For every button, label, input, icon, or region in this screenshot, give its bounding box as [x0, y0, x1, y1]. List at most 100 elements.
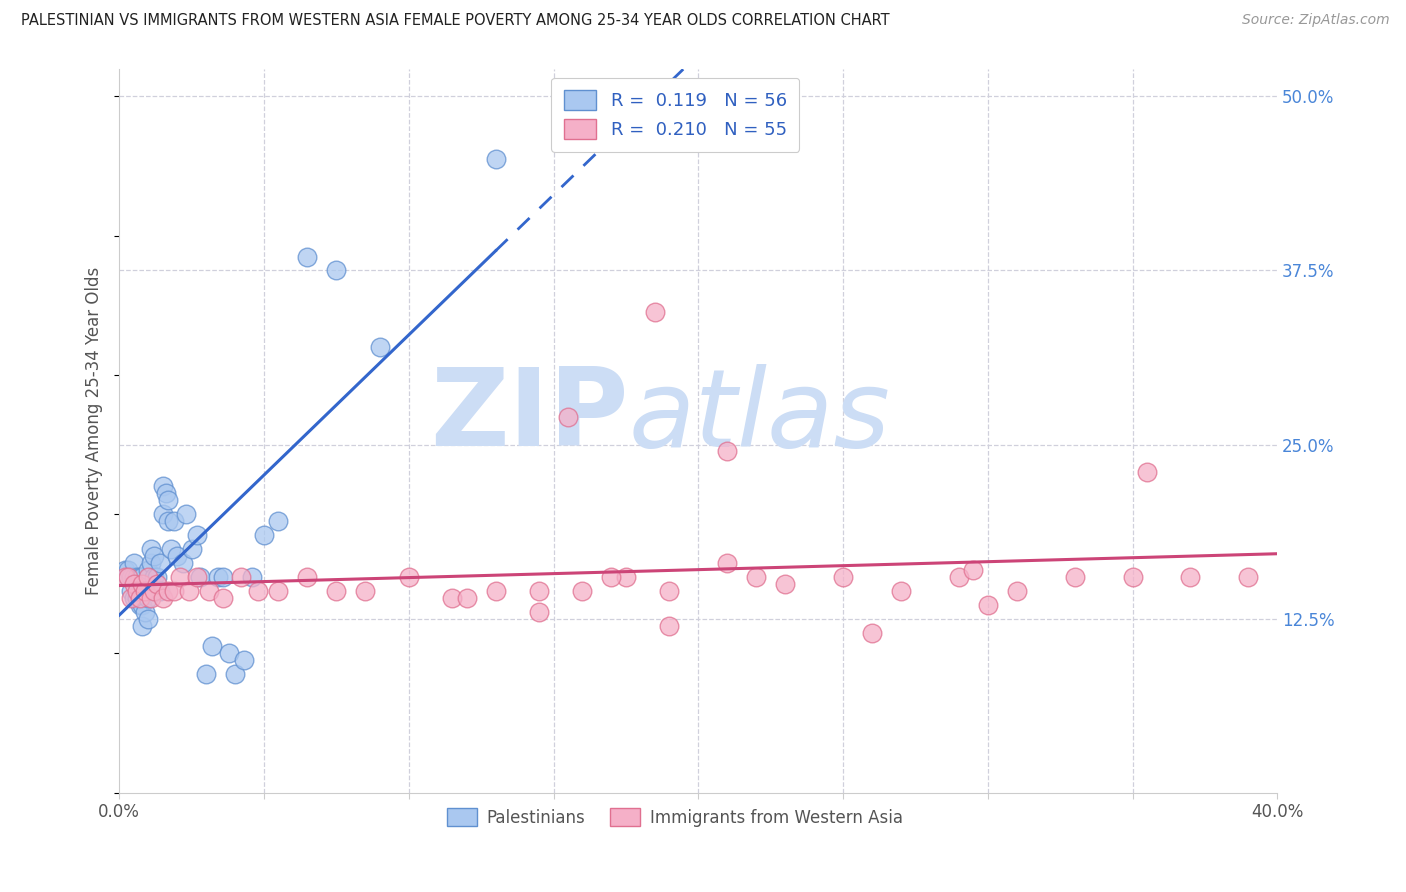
Text: ZIP: ZIP [430, 363, 628, 469]
Point [120, 570, 142, 584]
Point [128, 583, 150, 598]
Point [149, 583, 172, 598]
Point [125, 583, 148, 598]
Point [134, 583, 156, 598]
Text: Source: ZipAtlas.com: Source: ZipAtlas.com [1241, 13, 1389, 28]
Point [152, 507, 174, 521]
Point [188, 570, 211, 584]
Point [398, 570, 420, 584]
Text: PALESTINIAN VS IMMIGRANTS FROM WESTERN ASIA FEMALE POVERTY AMONG 25-34 YEAR OLDS: PALESTINIAN VS IMMIGRANTS FROM WESTERN A… [21, 13, 890, 29]
Point [773, 576, 796, 591]
Point [224, 667, 246, 681]
Point [229, 570, 252, 584]
Point [136, 563, 159, 577]
Point [198, 583, 221, 598]
Text: atlas: atlas [628, 364, 890, 468]
Point [658, 618, 681, 632]
Legend: Palestinians, Immigrants from Western Asia: Palestinians, Immigrants from Western As… [439, 799, 912, 835]
Point [125, 591, 148, 605]
Point [128, 570, 150, 584]
Point [1237, 570, 1260, 584]
Point [163, 514, 186, 528]
Point [163, 583, 186, 598]
Point [557, 409, 579, 424]
Point [131, 576, 153, 591]
Point [122, 576, 145, 591]
Point [456, 591, 478, 605]
Point [1063, 570, 1085, 584]
Point [354, 583, 377, 598]
Point [1005, 583, 1028, 598]
Point [136, 570, 159, 584]
Point [134, 583, 156, 598]
Point [146, 576, 169, 591]
Point [325, 583, 347, 598]
Point [267, 583, 290, 598]
Point [201, 640, 224, 654]
Point [297, 570, 319, 584]
Point [177, 583, 200, 598]
Point [139, 541, 162, 556]
Point [890, 583, 912, 598]
Point [267, 514, 290, 528]
Point [242, 570, 264, 584]
Point [172, 556, 194, 570]
Point [131, 570, 153, 584]
Point [117, 570, 139, 584]
Point [174, 507, 197, 521]
Point [160, 541, 183, 556]
Point [114, 563, 136, 577]
Point [131, 618, 153, 632]
Point [143, 570, 166, 584]
Point [122, 556, 145, 570]
Point [186, 528, 208, 542]
Point [832, 570, 855, 584]
Point [232, 653, 254, 667]
Point [485, 152, 508, 166]
Point [117, 563, 139, 577]
Point [157, 514, 180, 528]
Point [128, 598, 150, 612]
Point [136, 611, 159, 625]
Point [218, 647, 240, 661]
Point [614, 570, 637, 584]
Point [325, 263, 347, 277]
Point [247, 583, 270, 598]
Point [157, 493, 180, 508]
Point [122, 570, 145, 584]
Point [125, 576, 148, 591]
Point [139, 556, 162, 570]
Point [139, 591, 162, 605]
Point [166, 549, 188, 563]
Point [117, 570, 139, 584]
Point [134, 605, 156, 619]
Point [1180, 570, 1202, 584]
Point [146, 570, 169, 584]
Point [114, 570, 136, 584]
Point [212, 570, 235, 584]
Point [169, 570, 191, 584]
Point [152, 591, 174, 605]
Point [716, 556, 738, 570]
Point [152, 479, 174, 493]
Point [143, 549, 166, 563]
Point [195, 667, 218, 681]
Point [977, 598, 1000, 612]
Point [207, 570, 229, 584]
Point [600, 570, 623, 584]
Point [1121, 570, 1143, 584]
Point [527, 605, 550, 619]
Point [527, 583, 550, 598]
Point [860, 625, 883, 640]
Point [644, 305, 666, 319]
Point [485, 583, 508, 598]
Point [253, 528, 276, 542]
Point [131, 598, 153, 612]
Point [149, 556, 172, 570]
Point [745, 570, 768, 584]
Y-axis label: Female Poverty Among 25-34 Year Olds: Female Poverty Among 25-34 Year Olds [86, 267, 103, 595]
Point [157, 583, 180, 598]
Point [716, 444, 738, 458]
Point [297, 250, 319, 264]
Point [120, 583, 142, 598]
